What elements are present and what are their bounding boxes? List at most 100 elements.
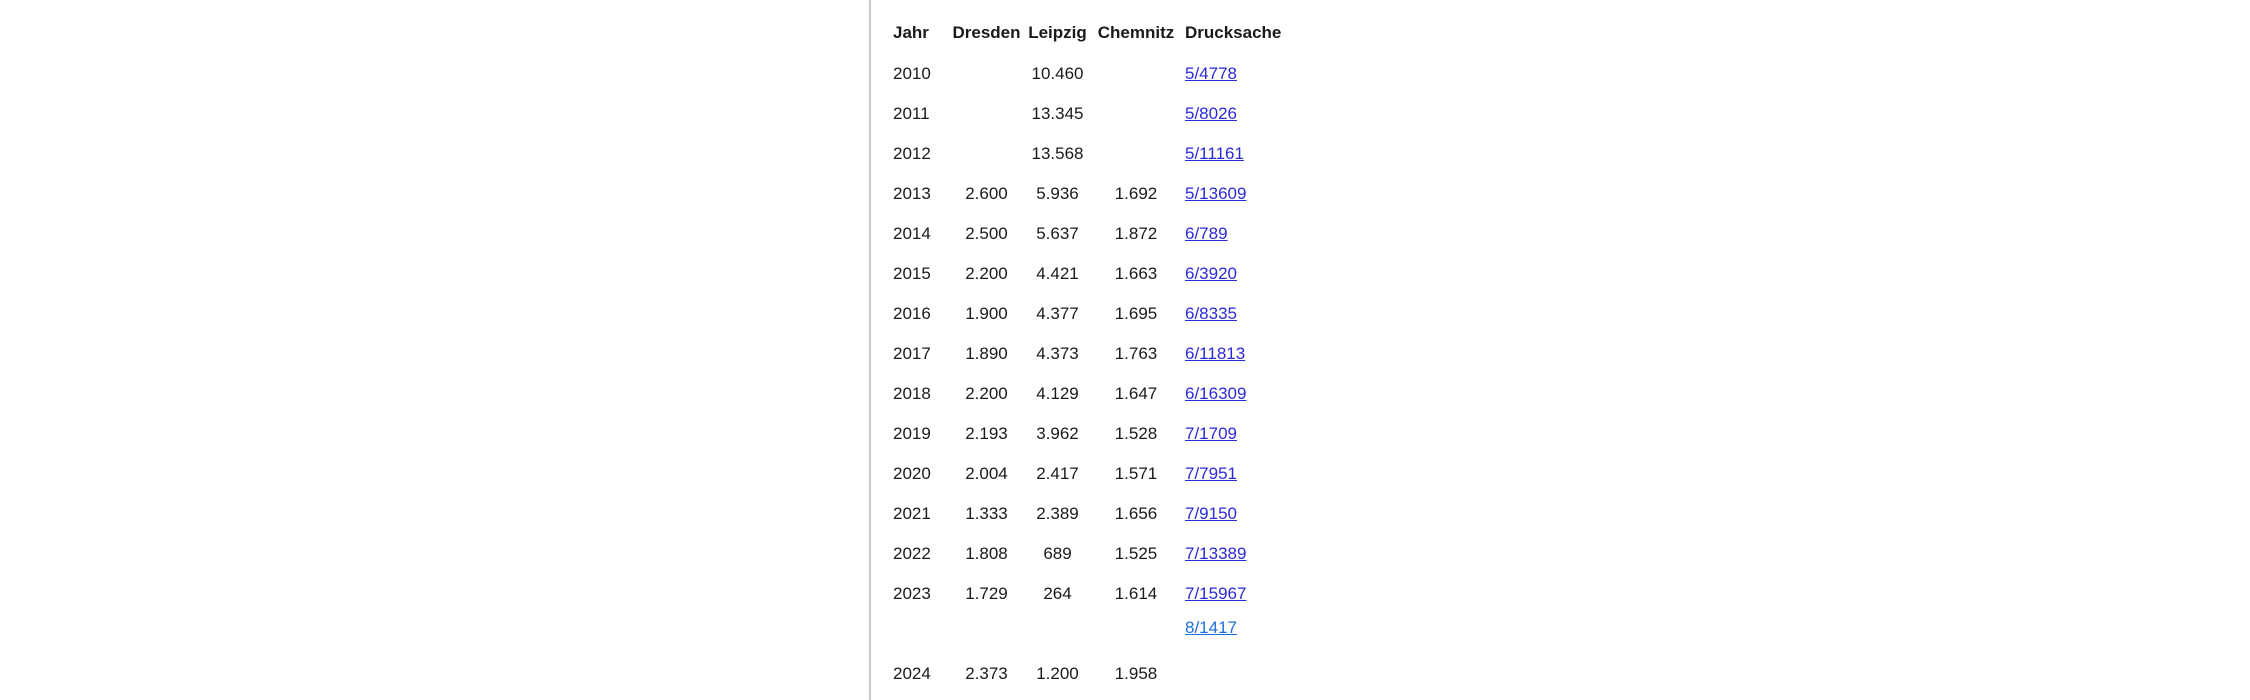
cell-chemnitz: 1.763 bbox=[1114, 344, 1158, 363]
table-row: 2013 2.600 5.936 1.692 5/13609 bbox=[886, 174, 1281, 214]
table-row: 2016 1.900 4.377 1.695 6/8335 bbox=[886, 294, 1281, 334]
cell-jahr: 2022 bbox=[893, 544, 931, 563]
cell-jahr: 2020 bbox=[893, 464, 931, 483]
cell-drucksache: 5/11161 bbox=[1181, 134, 1281, 174]
drucksache-link[interactable]: 7/13389 bbox=[1185, 544, 1247, 563]
cell-leipzig: 4.421 bbox=[1036, 264, 1079, 283]
drucksache-link[interactable]: 5/8026 bbox=[1185, 104, 1237, 123]
cell-dresden: 2.200 bbox=[965, 384, 1008, 403]
cell-jahr: 2021 bbox=[893, 504, 931, 523]
cell-leipzig: 4.377 bbox=[1036, 304, 1079, 323]
cell-leipzig: 689 bbox=[1043, 544, 1072, 563]
cell-leipzig: 13.568 bbox=[1031, 144, 1084, 163]
table-row: 2019 2.193 3.962 1.528 7/1709 bbox=[886, 414, 1281, 454]
table-row: 2021 1.333 2.389 1.656 7/9150 bbox=[886, 494, 1281, 534]
cell-jahr: 2014 bbox=[893, 224, 931, 243]
cell-leipzig: 3.962 bbox=[1036, 424, 1079, 443]
cell-chemnitz bbox=[1091, 54, 1181, 94]
table-row: 2020 2.004 2.417 1.571 7/7951 bbox=[886, 454, 1281, 494]
header-dresden: Dresden bbox=[952, 23, 1021, 42]
cell-dresden: 1.729 bbox=[965, 584, 1008, 603]
cell-jahr: 2016 bbox=[893, 304, 931, 323]
cell-jahr: 2010 bbox=[893, 64, 931, 83]
cell-dresden bbox=[949, 134, 1024, 174]
cell-dresden: 1.333 bbox=[965, 504, 1008, 523]
cell-drucksache: 6/8335 bbox=[1181, 294, 1281, 334]
cell-dresden: 2.193 bbox=[965, 424, 1008, 443]
table-row: 2011 13.345 5/8026 bbox=[886, 94, 1281, 134]
cell-drucksache: 5/4778 bbox=[1181, 54, 1281, 94]
cell-chemnitz: 1.571 bbox=[1114, 464, 1158, 483]
drucksache-link[interactable]: 7/7951 bbox=[1185, 464, 1237, 483]
cell-drucksache: 6/16309 bbox=[1181, 374, 1281, 414]
cell-leipzig: 5.637 bbox=[1036, 224, 1079, 243]
cell-chemnitz: 1.872 bbox=[1114, 224, 1158, 243]
cell-drucksache: 6/11813 bbox=[1181, 334, 1281, 374]
drucksache-link[interactable]: 6/16309 bbox=[1185, 384, 1247, 403]
cell-dresden bbox=[949, 54, 1024, 94]
header-chemnitz: Chemnitz bbox=[1097, 23, 1175, 42]
drucksache-link[interactable]: 8/1417 bbox=[1185, 618, 1237, 637]
cell-drucksache: 5/8026 bbox=[1181, 94, 1281, 134]
drucksache-link[interactable]: 7/1709 bbox=[1185, 424, 1237, 443]
cell-chemnitz: 1.528 bbox=[1114, 424, 1158, 443]
drucksache-link[interactable]: 7/9150 bbox=[1185, 504, 1237, 523]
cell-dresden bbox=[949, 94, 1024, 134]
cell-dresden: 1.900 bbox=[965, 304, 1008, 323]
cell-jahr: 2012 bbox=[893, 144, 931, 163]
cell-drucksache: 7/7951 bbox=[1181, 454, 1281, 494]
cell-dresden: 1.890 bbox=[965, 344, 1008, 363]
cell-jahr: 2024 bbox=[893, 664, 931, 683]
cell-jahr: 2019 bbox=[893, 424, 931, 443]
cell-jahr: 2013 bbox=[893, 184, 931, 203]
cell-chemnitz: 1.695 bbox=[1114, 304, 1158, 323]
table-row: 2022 1.808 689 1.525 7/13389 bbox=[886, 534, 1281, 574]
cell-chemnitz: 1.525 bbox=[1114, 544, 1158, 563]
cell-leipzig: 13.345 bbox=[1031, 104, 1084, 123]
table-header-row: Jahr Dresden Leipzig Chemnitz Drucksache bbox=[886, 12, 1281, 54]
cell-dresden: 2.004 bbox=[965, 464, 1008, 483]
drucksache-link[interactable]: 5/11161 bbox=[1185, 144, 1244, 163]
cell-drucksache: 7/9150 bbox=[1181, 494, 1281, 534]
cell-drucksache: 6/3920 bbox=[1181, 254, 1281, 294]
table-row: 2018 2.200 4.129 1.647 6/16309 bbox=[886, 374, 1281, 414]
drucksache-link[interactable]: 5/13609 bbox=[1185, 184, 1247, 203]
cell-leipzig: 5.936 bbox=[1036, 184, 1079, 203]
cell-leipzig: 2.417 bbox=[1036, 464, 1079, 483]
table-row: 2012 13.568 5/11161 bbox=[886, 134, 1281, 174]
cell-chemnitz: 1.958 bbox=[1114, 664, 1158, 683]
cell-dresden: 1.808 bbox=[965, 544, 1008, 563]
table-row: 2014 2.500 5.637 1.872 6/789 bbox=[886, 214, 1281, 254]
header-leipzig: Leipzig bbox=[1028, 23, 1087, 42]
cell-drucksache: 7/13389 bbox=[1181, 534, 1281, 574]
cell-dresden: 2.373 bbox=[965, 664, 1008, 683]
drucksache-link[interactable]: 6/789 bbox=[1185, 224, 1228, 243]
cell-jahr: 2015 bbox=[893, 264, 931, 283]
drucksache-link[interactable]: 5/4778 bbox=[1185, 64, 1237, 83]
drucksache-link[interactable]: 6/11813 bbox=[1185, 344, 1246, 363]
cell-chemnitz: 1.614 bbox=[1114, 584, 1158, 603]
table-row: 2015 2.200 4.421 1.663 6/3920 bbox=[886, 254, 1281, 294]
cell-chemnitz: 1.692 bbox=[1114, 184, 1158, 203]
cell-jahr: 2023 bbox=[893, 584, 931, 603]
cell-drucksache: 7/15967 bbox=[1181, 574, 1281, 614]
cell-drucksache: 6/789 bbox=[1181, 214, 1281, 254]
drucksache-link[interactable]: 6/3920 bbox=[1185, 264, 1237, 283]
cell-chemnitz: 1.647 bbox=[1114, 384, 1158, 403]
table-row: 2024 2.373 1.200 1.958 8/1417 bbox=[886, 614, 1281, 696]
page-divider bbox=[869, 0, 871, 700]
header-jahr: Jahr bbox=[893, 23, 929, 42]
cell-chemnitz bbox=[1091, 94, 1181, 134]
cell-leipzig: 4.373 bbox=[1036, 344, 1079, 363]
cell-dresden: 2.500 bbox=[965, 224, 1008, 243]
cell-jahr: 2011 bbox=[893, 104, 930, 123]
cell-chemnitz: 1.656 bbox=[1114, 504, 1158, 523]
cell-jahr: 2018 bbox=[893, 384, 931, 403]
cell-drucksache: 5/13609 bbox=[1181, 174, 1281, 214]
cell-leipzig: 2.389 bbox=[1036, 504, 1079, 523]
cell-jahr: 2017 bbox=[893, 344, 931, 363]
drucksache-link[interactable]: 7/15967 bbox=[1185, 584, 1247, 603]
cell-drucksache: 7/1709 bbox=[1181, 414, 1281, 454]
drucksache-link[interactable]: 6/8335 bbox=[1185, 304, 1237, 323]
table-row: 2023 1.729 264 1.614 7/15967 bbox=[886, 574, 1281, 614]
